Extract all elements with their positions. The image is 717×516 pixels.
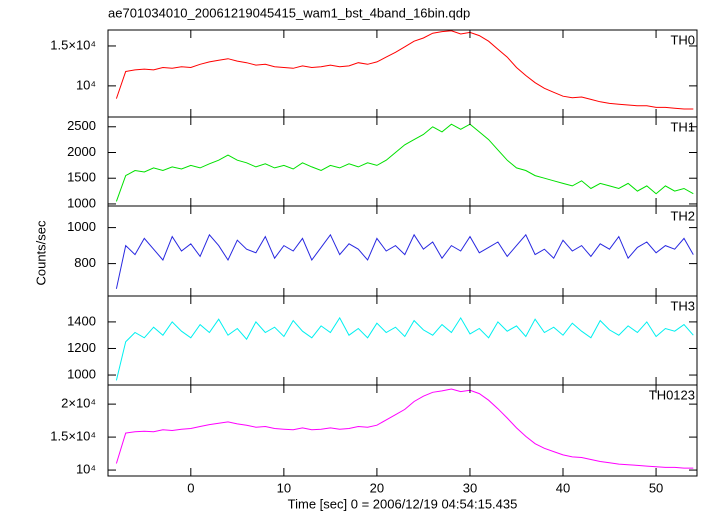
panel-label: TH3 xyxy=(670,298,695,313)
panel-frame xyxy=(107,29,698,118)
y-tick-label: 2500 xyxy=(67,118,96,133)
y-tick-label: 1000 xyxy=(67,366,96,381)
x-tick-label: 20 xyxy=(370,480,384,495)
x-tick-label: 10 xyxy=(277,480,291,495)
panel-label: TH0 xyxy=(670,32,695,47)
y-tick-label: 1200 xyxy=(67,340,96,355)
data-line xyxy=(115,30,694,110)
x-tick-label: 0 xyxy=(187,480,194,495)
panel-frame xyxy=(107,384,698,477)
x-tick-label: 30 xyxy=(463,480,477,495)
panel-frame xyxy=(107,116,698,207)
y-tick-label: 2×10⁴ xyxy=(61,396,96,411)
data-line xyxy=(115,316,694,381)
chart-title: ae701034010_20061219045415_wam1_bst_4ban… xyxy=(108,5,470,20)
x-tick-label: 40 xyxy=(556,480,570,495)
data-line xyxy=(115,388,694,469)
y-tick-label: 1000 xyxy=(67,195,96,210)
y-tick-label: 10⁴ xyxy=(76,462,96,477)
y-tick-label: 1.5×10⁴ xyxy=(50,37,96,52)
y-tick-label: 1500 xyxy=(67,170,96,185)
panel-label: TH0123 xyxy=(649,387,695,402)
y-tick-label: 10⁴ xyxy=(76,77,96,92)
data-line xyxy=(115,123,694,202)
x-axis-label: Time [sec] 0 = 2006/12/19 04:54:15.435 xyxy=(288,496,518,511)
y-tick-label: 1400 xyxy=(67,313,96,328)
data-line xyxy=(115,233,694,289)
panel-label: TH2 xyxy=(670,208,695,223)
panel-frame xyxy=(107,295,698,386)
panel-label: TH1 xyxy=(670,119,695,134)
x-tick-label: 50 xyxy=(649,480,663,495)
y-tick-label: 800 xyxy=(74,255,96,270)
y-axis-label: Counts/sec xyxy=(33,220,48,286)
y-tick-label: 2000 xyxy=(67,144,96,159)
y-tick-label: 1.5×10⁴ xyxy=(50,429,96,444)
y-tick-label: 1000 xyxy=(67,219,96,234)
